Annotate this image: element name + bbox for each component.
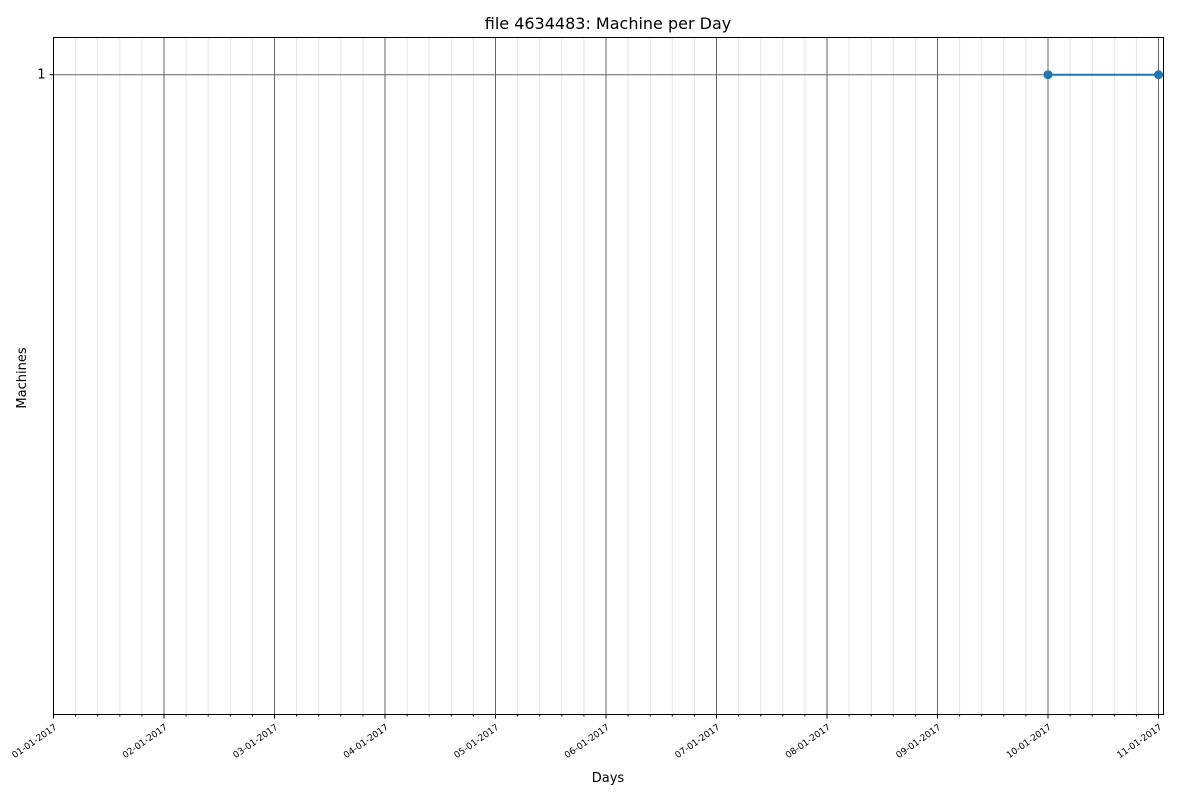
- data-point: [1043, 70, 1053, 80]
- series-layer: [1043, 70, 1163, 80]
- plot-frame: [53, 37, 1164, 715]
- x-axis-label: Days: [592, 771, 625, 786]
- data-point: [1154, 70, 1163, 80]
- grid-layer: [53, 37, 1164, 715]
- chart-title: file 4634483: Machine per Day: [485, 14, 732, 33]
- y-axis-label: Machines: [15, 347, 30, 408]
- y-tick-label: 1: [37, 68, 45, 83]
